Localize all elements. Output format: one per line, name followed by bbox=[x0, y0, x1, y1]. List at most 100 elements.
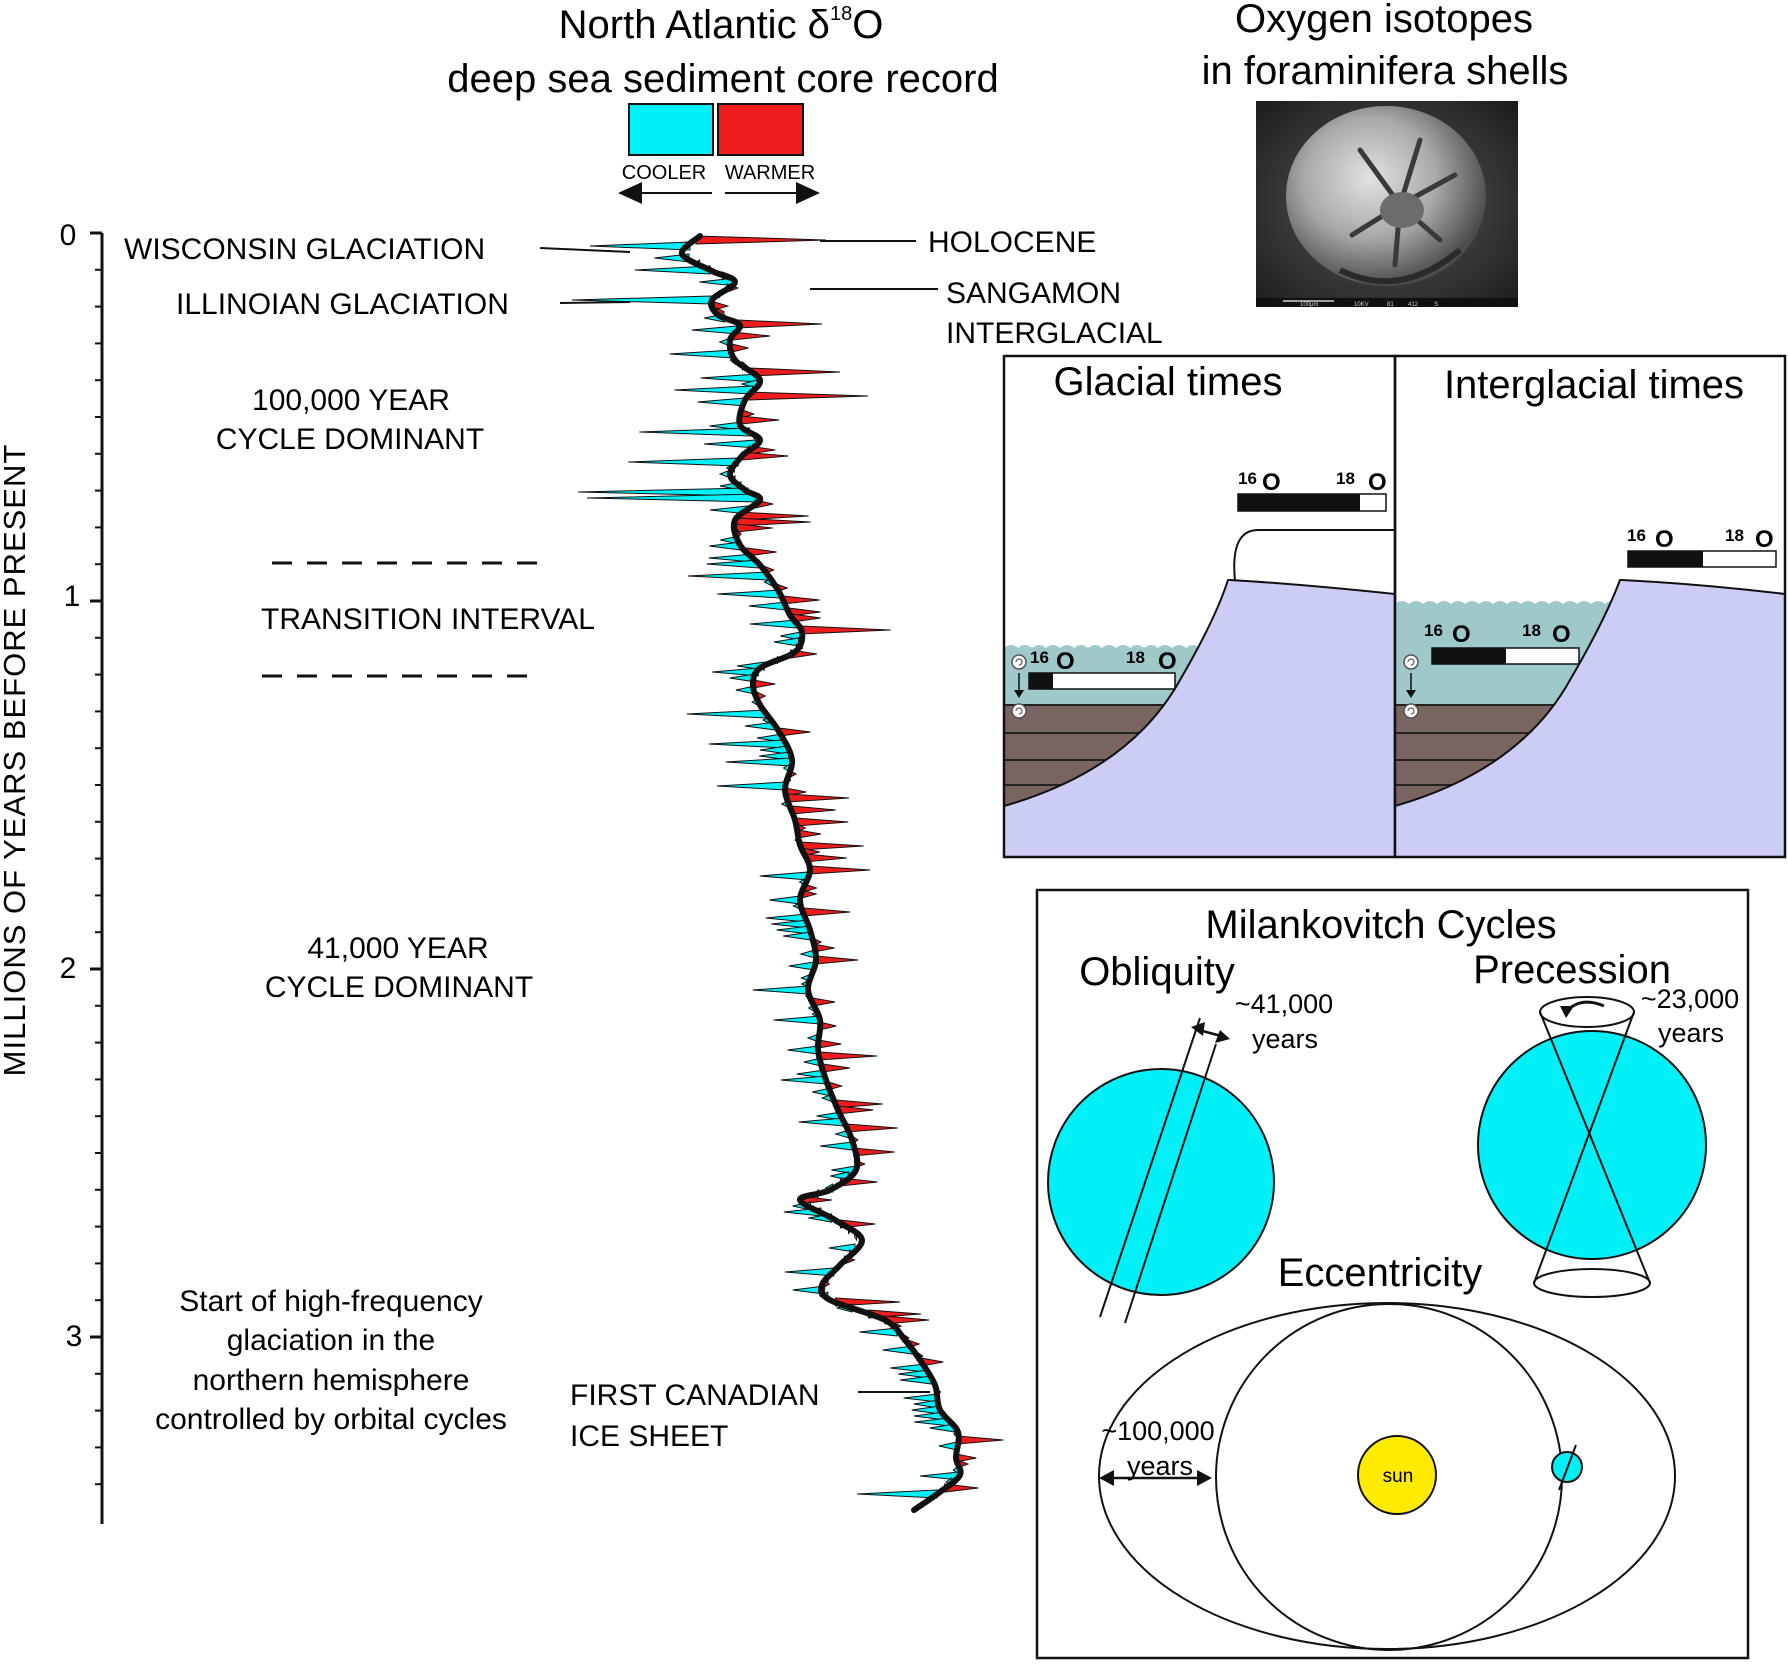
cooler-spike bbox=[707, 560, 759, 568]
cooler-spike bbox=[717, 782, 786, 790]
precession-cone-bottom bbox=[1534, 1269, 1650, 1297]
warmer-spike bbox=[792, 806, 836, 814]
cooler-spike bbox=[709, 740, 785, 748]
svg-text:O: O bbox=[1452, 621, 1471, 648]
cooler-spike bbox=[698, 398, 745, 406]
svg-text:412: 412 bbox=[1408, 302, 1419, 308]
cycle41-label-1: 41,000 YEAR bbox=[307, 932, 488, 965]
cooler-spike bbox=[753, 986, 808, 994]
warmer-spike bbox=[801, 626, 891, 634]
cooler-arrow bbox=[618, 182, 712, 204]
axis-tick-3: 3 bbox=[66, 1320, 83, 1353]
record-title-line1: North Atlantic δ18O bbox=[559, 3, 884, 47]
svg-text:16: 16 bbox=[1238, 469, 1257, 488]
svg-text:81: 81 bbox=[1387, 302, 1394, 308]
axis-tick-0: 0 bbox=[60, 219, 77, 252]
svg-text:18: 18 bbox=[1725, 526, 1744, 545]
svg-text:O: O bbox=[1655, 526, 1674, 553]
svg-text:O: O bbox=[1056, 648, 1075, 675]
warmer-spike bbox=[823, 1064, 850, 1072]
cooler-spike bbox=[787, 1046, 818, 1054]
cooler-spike bbox=[750, 620, 797, 628]
svg-text:18: 18 bbox=[1336, 469, 1355, 488]
svg-text:16: 16 bbox=[1627, 526, 1646, 545]
forams-title-1: Oxygen isotopes bbox=[1235, 0, 1533, 41]
milankovitch-panel: Milankovitch Cycles Obliquity Precession… bbox=[1037, 890, 1748, 1658]
warmer-spike bbox=[783, 596, 820, 604]
interglacial-times-panel: Interglacial times 16 O 18 O 16 O 18 O bbox=[1395, 356, 1785, 857]
svg-text:O: O bbox=[1262, 469, 1281, 496]
warmer-arrow bbox=[725, 182, 820, 204]
warmer-spike bbox=[750, 368, 840, 376]
illinoian-glaciation-label: ILLINOIAN GLACIATION bbox=[176, 288, 509, 321]
cooler-spike bbox=[704, 440, 755, 448]
cooler-swatch bbox=[629, 104, 713, 155]
obliquity-title: Obliquity bbox=[1079, 950, 1235, 994]
svg-text:18: 18 bbox=[1126, 648, 1145, 667]
cooler-spike bbox=[670, 350, 734, 358]
cooler-spike bbox=[687, 710, 767, 718]
axis-label: MILLIONS OF YEARS BEFORE PRESENT bbox=[0, 444, 32, 1077]
axis-tick-2: 2 bbox=[60, 952, 77, 985]
start-label-1: Start of high-frequency bbox=[179, 1285, 483, 1318]
foram-icon-bottom bbox=[1404, 704, 1418, 718]
warmer-spike bbox=[820, 1052, 877, 1060]
warmer-spike bbox=[957, 1436, 1003, 1444]
svg-text:100μm: 100μm bbox=[1300, 302, 1318, 308]
warmer-spike bbox=[846, 1124, 897, 1132]
forams-title-2: in foraminifera shells bbox=[1202, 49, 1569, 93]
start-label-2: glaciation in the bbox=[227, 1324, 435, 1357]
holocene-label: HOLOCENE bbox=[928, 226, 1096, 259]
cooler-label: COOLER bbox=[622, 162, 706, 184]
ice-sheet-label: ICE SHEET bbox=[570, 1420, 728, 1453]
foram-icon-top bbox=[1404, 655, 1418, 669]
eccentricity-title: Eccentricity bbox=[1278, 1251, 1483, 1295]
precession-period-1: ~23,000 bbox=[1641, 984, 1739, 1014]
foram-icon-top bbox=[1012, 655, 1026, 669]
glacial-times-panel: Glacial times 16 O 18 O 16 O 18 O bbox=[1004, 356, 1395, 857]
record-title-line2: deep sea sediment core record bbox=[447, 57, 998, 101]
warmer-spike bbox=[804, 908, 850, 916]
cooler-spike bbox=[789, 962, 815, 970]
cooler-spike bbox=[769, 896, 800, 904]
warmer-spike bbox=[696, 236, 826, 244]
warmer-spike bbox=[741, 416, 779, 424]
obliquity-period-1: ~41,000 bbox=[1235, 989, 1333, 1019]
cooler-spike bbox=[674, 386, 752, 394]
svg-text:O: O bbox=[1368, 469, 1387, 496]
svg-text:O: O bbox=[1755, 526, 1774, 553]
axis-minor-ticks bbox=[90, 233, 102, 1484]
cooler-spike bbox=[749, 602, 786, 610]
cycle100-label-1: 100,000 YEAR bbox=[252, 384, 450, 417]
transition-label: TRANSITION INTERVAL bbox=[261, 603, 595, 636]
cooler-spike bbox=[799, 1118, 844, 1126]
svg-text:16: 16 bbox=[1030, 648, 1049, 667]
obliquity-period-2: years bbox=[1252, 1024, 1318, 1054]
illinoian-leader bbox=[560, 302, 630, 303]
svg-text:10KV: 10KV bbox=[1354, 302, 1369, 308]
time-axis: 0 1 2 3 bbox=[60, 219, 102, 1524]
cooler-spike bbox=[760, 872, 808, 880]
delta18O-record bbox=[572, 236, 1003, 1510]
warmer-spike bbox=[738, 320, 822, 328]
warmer-swatch bbox=[718, 104, 803, 155]
precession-period-2: years bbox=[1658, 1018, 1724, 1048]
sangamon-label: SANGAMON bbox=[946, 277, 1121, 310]
cooler-spike bbox=[590, 242, 690, 250]
foram-icon-bottom bbox=[1012, 704, 1026, 718]
glacial-ice-sheet bbox=[1234, 530, 1395, 581]
cooler-spike bbox=[820, 1142, 853, 1150]
warmer-spike bbox=[800, 842, 863, 850]
cooler-spike bbox=[692, 326, 737, 334]
warmer-label: WARMER bbox=[725, 162, 815, 184]
warmer-spike bbox=[818, 1040, 841, 1048]
cooler-spike bbox=[701, 374, 758, 382]
wisconsin-leader bbox=[540, 248, 630, 252]
warmer-spike bbox=[805, 854, 846, 862]
warmer-spike bbox=[838, 1106, 873, 1114]
interglacial-label: INTERGLACIAL bbox=[946, 317, 1163, 350]
cooler-spike bbox=[726, 758, 792, 766]
svg-text:18: 18 bbox=[1522, 621, 1541, 640]
precession-earth bbox=[1478, 1031, 1706, 1259]
